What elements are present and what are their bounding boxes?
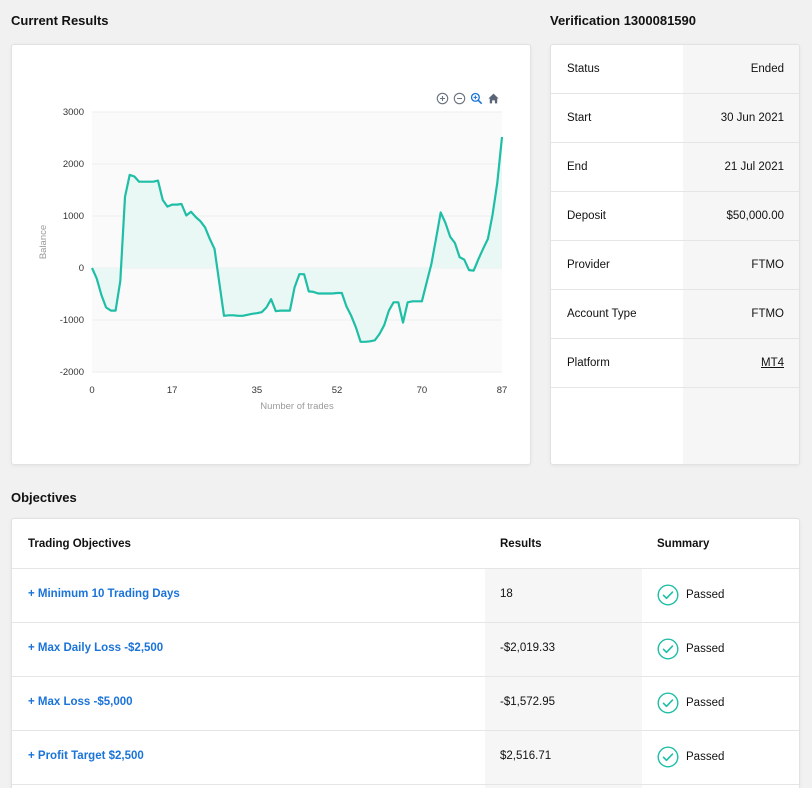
x-tick-label: 17 <box>167 385 178 396</box>
passed-text: Passed <box>686 643 725 655</box>
y-tick-label: 3000 <box>63 107 84 118</box>
table-row: + Minimum 10 Trading Days 18 Passed <box>12 569 799 623</box>
status-label: Status <box>567 63 600 75</box>
verification-row-end: End 21 Jul 2021 <box>551 143 799 192</box>
y-tick-label: 0 <box>79 263 84 274</box>
verification-card: Status Ended Start 30 Jun 2021 End 21 Jul 2… <box>550 44 800 465</box>
current-results-title: Current Results <box>11 13 109 28</box>
x-tick-label: 52 <box>332 385 343 396</box>
verification-row-account-type: Account Type FTMO <box>551 290 799 339</box>
balance-chart-card: 3000 2000 1000 0 -1000 -2000 0 17 35 52 70 87 Bala… <box>11 44 531 465</box>
end-label: End <box>567 161 588 173</box>
check-circle-icon <box>657 638 679 660</box>
account-type-label: Account Type <box>567 308 637 320</box>
summary-cell: Passed <box>657 584 724 606</box>
check-circle-icon <box>657 584 679 606</box>
objectives-table: Trading Objectives Results Summary + Min… <box>11 518 800 788</box>
check-circle-icon <box>657 692 679 714</box>
magnifier-icon[interactable] <box>470 92 483 105</box>
zoom-out-icon[interactable] <box>453 92 466 105</box>
zoom-in-icon[interactable] <box>436 92 449 105</box>
deposit-label: Deposit <box>567 210 606 222</box>
results-column-background <box>485 569 642 788</box>
account-type-value: FTMO <box>751 308 784 320</box>
y-tick-label: 1000 <box>63 211 84 222</box>
objective-result: -$1,572.95 <box>500 696 555 708</box>
balance-area-fill <box>92 137 502 342</box>
x-axis-label: Number of trades <box>260 401 334 412</box>
end-value: 21 Jul 2021 <box>724 161 784 173</box>
verification-row-platform: Platform MT4 <box>551 339 799 388</box>
passed-text: Passed <box>686 589 725 601</box>
x-tick-label: 0 <box>89 385 94 396</box>
table-row: + Profit Target $2,500 $2,516.71 Passed <box>12 731 799 785</box>
objective-result: 18 <box>500 588 513 600</box>
verification-row-provider: Provider FTMO <box>551 241 799 290</box>
verification-row-start: Start 30 Jun 2021 <box>551 94 799 143</box>
x-tick-label: 35 <box>252 385 263 396</box>
objective-profit-target-link[interactable]: + Profit Target $2,500 <box>28 750 144 762</box>
y-tick-label: -2000 <box>60 367 84 378</box>
verification-value-column <box>683 45 799 464</box>
objective-max-loss-link[interactable]: + Max Loss -$5,000 <box>28 696 133 708</box>
objectives-title: Objectives <box>11 490 77 505</box>
verification-title: Verification 1300081590 <box>550 13 696 28</box>
deposit-value: $50,000.00 <box>726 210 784 222</box>
objective-result: $2,516.71 <box>500 750 552 762</box>
provider-label: Provider <box>567 259 610 271</box>
status-value: Ended <box>750 63 784 75</box>
passed-text: Passed <box>686 751 725 763</box>
y-tick-label: -1000 <box>60 315 84 326</box>
platform-link[interactable]: MT4 <box>761 357 784 369</box>
header-results: Results <box>500 538 542 550</box>
x-tick-label: 87 <box>497 385 508 396</box>
objective-result: -$2,019.33 <box>500 642 555 654</box>
passed-text: Passed <box>686 697 725 709</box>
y-axis-label: Balance <box>38 225 49 259</box>
objectives-header-row: Trading Objectives Results Summary <box>12 519 799 569</box>
summary-cell: Passed <box>657 692 724 714</box>
header-trading-objectives: Trading Objectives <box>28 538 131 550</box>
home-icon[interactable] <box>487 92 500 105</box>
provider-value: FTMO <box>751 259 784 271</box>
y-tick-label: 2000 <box>63 159 84 170</box>
verification-row-status: Status Ended <box>551 45 799 94</box>
objective-max-daily-loss-link[interactable]: + Max Daily Loss -$2,500 <box>28 642 164 654</box>
x-tick-label: 70 <box>417 385 428 396</box>
objective-min-trading-days-link[interactable]: + Minimum 10 Trading Days <box>28 588 180 600</box>
table-row: + Max Daily Loss -$2,500 -$2,019.33 Pass… <box>12 623 799 677</box>
summary-cell: Passed <box>657 746 724 768</box>
verification-row-deposit: Deposit $50,000.00 <box>551 192 799 241</box>
check-circle-icon <box>657 746 679 768</box>
summary-cell: Passed <box>657 638 724 660</box>
start-value: 30 Jun 2021 <box>720 112 784 124</box>
balance-series-line <box>90 136 504 343</box>
platform-label: Platform <box>567 357 610 369</box>
start-label: Start <box>567 112 592 124</box>
chart-toolbar <box>436 92 500 105</box>
header-summary: Summary <box>657 538 710 550</box>
balance-chart[interactable]: 3000 2000 1000 0 -1000 -2000 0 17 35 52 70 87 Bala… <box>12 45 531 465</box>
table-row: + Max Loss -$5,000 -$1,572.95 Passed <box>12 677 799 731</box>
